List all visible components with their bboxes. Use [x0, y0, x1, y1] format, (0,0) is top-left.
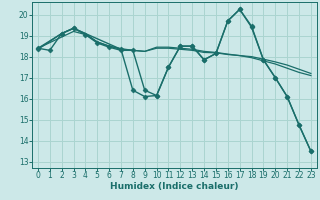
- X-axis label: Humidex (Indice chaleur): Humidex (Indice chaleur): [110, 182, 239, 191]
